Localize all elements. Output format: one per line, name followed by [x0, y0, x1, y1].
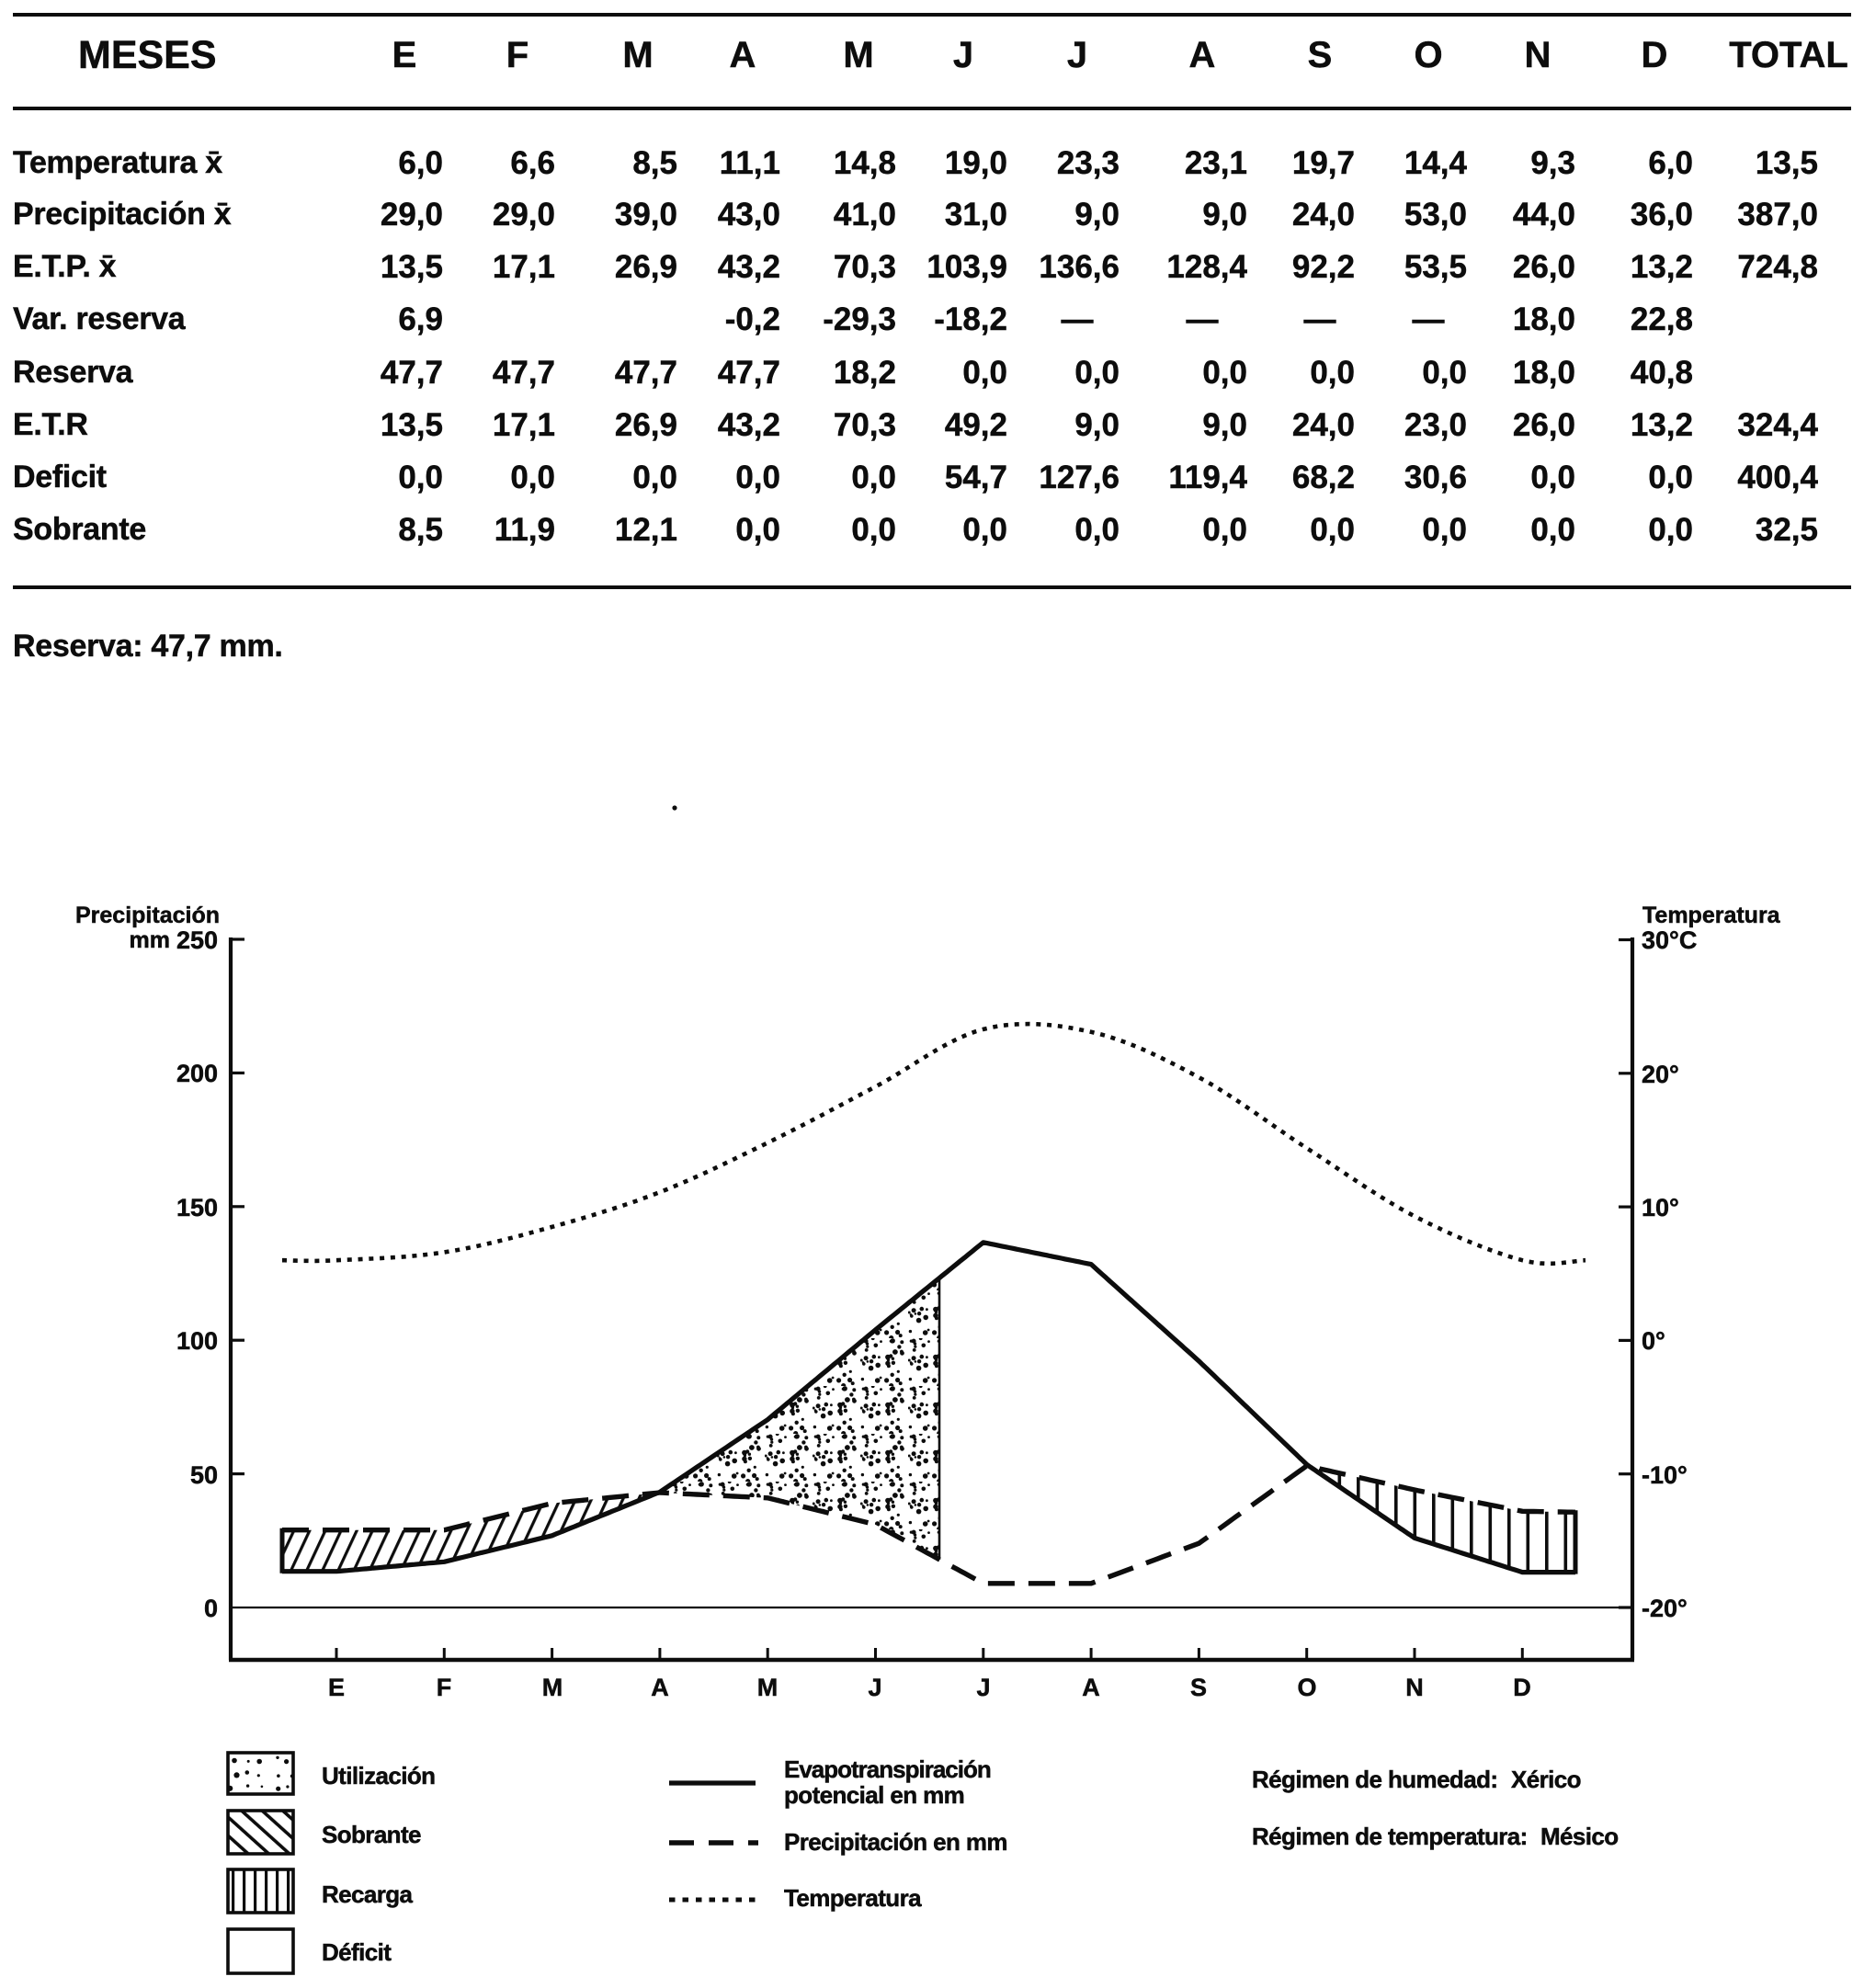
- svg-text:M: M: [757, 1674, 779, 1701]
- svg-text:Temperatura: Temperatura: [1642, 903, 1781, 928]
- svg-text:100: 100: [176, 1327, 218, 1355]
- svg-text:Utilización: Utilización: [322, 1762, 435, 1789]
- svg-text:200: 200: [176, 1060, 218, 1087]
- svg-text:Mésico: Mésico: [1540, 1823, 1619, 1850]
- svg-text:mm: mm: [130, 927, 170, 953]
- svg-text:-20°: -20°: [1642, 1595, 1688, 1622]
- svg-text:Evapotranspiración: Evapotranspiración: [784, 1755, 991, 1783]
- svg-text:Régimen de temperatura:: Régimen de temperatura:: [1252, 1823, 1528, 1850]
- svg-text:-10°: -10°: [1642, 1461, 1688, 1489]
- svg-text:150: 150: [176, 1194, 218, 1221]
- svg-text:Régimen de humedad:: Régimen de humedad:: [1252, 1766, 1497, 1793]
- svg-text:Precipitación: Precipitación: [75, 903, 220, 928]
- svg-text:potencial en mm: potencial en mm: [784, 1781, 964, 1809]
- svg-text:Sobrante: Sobrante: [322, 1821, 421, 1848]
- svg-text:E: E: [328, 1674, 345, 1701]
- svg-text:Xérico: Xérico: [1511, 1766, 1581, 1793]
- svg-text:20°: 20°: [1642, 1061, 1679, 1088]
- svg-text:50: 50: [190, 1461, 218, 1489]
- svg-text:M: M: [542, 1674, 563, 1701]
- svg-text:0: 0: [204, 1595, 218, 1622]
- svg-text:D: D: [1513, 1674, 1531, 1701]
- svg-text:O: O: [1297, 1674, 1316, 1701]
- svg-text:A: A: [651, 1674, 669, 1701]
- svg-text:10°: 10°: [1642, 1194, 1679, 1221]
- svg-text:250: 250: [176, 926, 218, 954]
- svg-text:N: N: [1405, 1674, 1424, 1701]
- svg-text:J: J: [976, 1674, 990, 1701]
- svg-text:F: F: [437, 1674, 452, 1701]
- svg-text:S: S: [1190, 1674, 1207, 1701]
- svg-text:30°C: 30°C: [1642, 926, 1697, 954]
- svg-text:J: J: [868, 1674, 881, 1701]
- svg-text:Temperatura: Temperatura: [784, 1884, 922, 1912]
- svg-text:Recarga: Recarga: [322, 1880, 414, 1908]
- svg-text:Déficit: Déficit: [322, 1938, 392, 1966]
- svg-text:0°: 0°: [1642, 1327, 1665, 1355]
- svg-text:A: A: [1082, 1674, 1100, 1701]
- svg-text:Precipitación en mm: Precipitación en mm: [784, 1828, 1007, 1856]
